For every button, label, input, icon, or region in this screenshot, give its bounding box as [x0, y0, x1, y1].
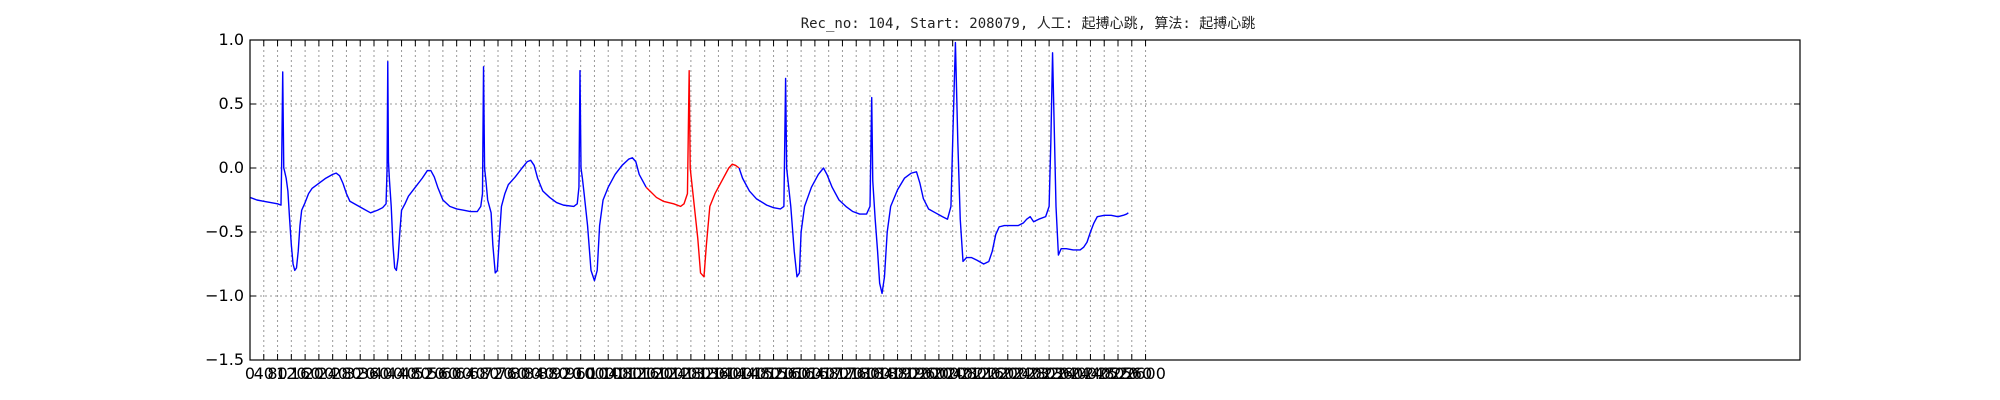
y-tick-label: −0.5: [205, 222, 244, 241]
x-tick-label: 2440: [1070, 364, 1111, 383]
grid: [250, 40, 1800, 360]
x-tick-label: 480: [400, 364, 431, 383]
x-tick-label: 2400: [1056, 364, 1097, 383]
axis-ticks: −1.5 −1.0 −0.5 0.0 0.5 1.0 0408012016020024028…: [205, 30, 1800, 383]
x-tick-label: 1120: [615, 364, 656, 383]
x-tick-label: 360: [359, 364, 390, 383]
y-tick-label: 0.5: [219, 94, 244, 113]
x-tick-label: 2160: [974, 364, 1015, 383]
x-tick-label: 0: [245, 364, 255, 383]
x-tick-label: 1480: [739, 364, 780, 383]
x-tick-label: 1440: [726, 364, 767, 383]
x-tick-label: 2480: [1084, 364, 1125, 383]
y-tick-label: −1.5: [205, 350, 244, 369]
ecg-trace: [738, 41, 1129, 295]
series-group: [249, 41, 1129, 295]
x-tick-label: 2240: [1001, 364, 1042, 383]
x-tick-label: 1600: [781, 364, 822, 383]
x-tick-label: 1240: [657, 364, 698, 383]
x-tick-label: 320: [345, 364, 376, 383]
x-tick-label: 440: [386, 364, 417, 383]
plot-frame: [249, 39, 1801, 361]
x-tick-label: 560: [428, 364, 459, 383]
x-tick-label: 640: [455, 364, 486, 383]
x-tick-label: 80: [267, 364, 287, 383]
x-tick-label: 880: [538, 364, 569, 383]
x-tick-label: 800: [510, 364, 541, 383]
x-tick-label: 2000: [919, 364, 960, 383]
x-tick-label: 2600: [1125, 364, 1166, 383]
x-tick-label: 1640: [795, 364, 836, 383]
x-tick-label: 1320: [684, 364, 725, 383]
x-tick-label: 200: [304, 364, 335, 383]
x-tick-label: 2280: [1015, 364, 1056, 383]
ecg-trace-highlighted: [645, 70, 740, 278]
x-tick-label: 720: [483, 364, 514, 383]
x-tick-label: 1200: [643, 364, 684, 383]
y-tick-label: 0.0: [219, 158, 244, 177]
x-tick-label: 680: [469, 364, 500, 383]
x-tick-label: 1800: [850, 364, 891, 383]
x-tick-label: 2080: [946, 364, 987, 383]
x-tick-label: 1560: [767, 364, 808, 383]
x-tick-label: 2040: [932, 364, 973, 383]
x-tick-label: 1280: [671, 364, 712, 383]
x-tick-label: 2360: [1043, 364, 1084, 383]
x-tick-label: 960: [565, 364, 596, 383]
x-tick-label: 2560: [1111, 364, 1152, 383]
x-tick-label: 2320: [1029, 364, 1070, 383]
x-tick-label: 760: [497, 364, 528, 383]
x-tick-label: 280: [331, 364, 362, 383]
x-tick-label: 240: [317, 364, 348, 383]
x-tick-label: 840: [524, 364, 555, 383]
x-tick-label: 1040: [588, 364, 629, 383]
y-tick-label: −1.0: [205, 286, 244, 305]
x-tick-label: 160: [290, 364, 321, 383]
x-tick-label: 600: [441, 364, 472, 383]
x-tick-label: 2200: [987, 364, 1028, 383]
x-tick-label: 2120: [960, 364, 1001, 383]
x-tick-label: 1520: [753, 364, 794, 383]
x-tick-label: 1760: [836, 364, 877, 383]
x-tick-label: 120: [276, 364, 307, 383]
x-tick-label: 1920: [891, 364, 932, 383]
x-tick-label: 520: [414, 364, 445, 383]
x-tick-label: 1080: [602, 364, 643, 383]
x-tick-label: 1160: [629, 364, 670, 383]
x-tick-label: 1840: [863, 364, 904, 383]
x-tick-label: 920: [552, 364, 583, 383]
chart-title: Rec_no: 104, Start: 208079, 人工: 起搏心跳, 算法…: [801, 15, 1256, 32]
x-tick-label: 1960: [905, 364, 946, 383]
x-tick-label: 1000: [574, 364, 615, 383]
x-tick-label: 1400: [712, 364, 753, 383]
ecg-trace: [249, 61, 647, 282]
x-tick-label: 2520: [1098, 364, 1139, 383]
x-tick-label: 1360: [698, 364, 739, 383]
y-tick-label: 1.0: [219, 30, 244, 49]
x-tick-label: 40: [254, 364, 274, 383]
x-tick-label: 400: [373, 364, 404, 383]
x-tick-label: 1880: [877, 364, 918, 383]
x-tick-label: 1680: [808, 364, 849, 383]
x-tick-label: 1720: [822, 364, 863, 383]
